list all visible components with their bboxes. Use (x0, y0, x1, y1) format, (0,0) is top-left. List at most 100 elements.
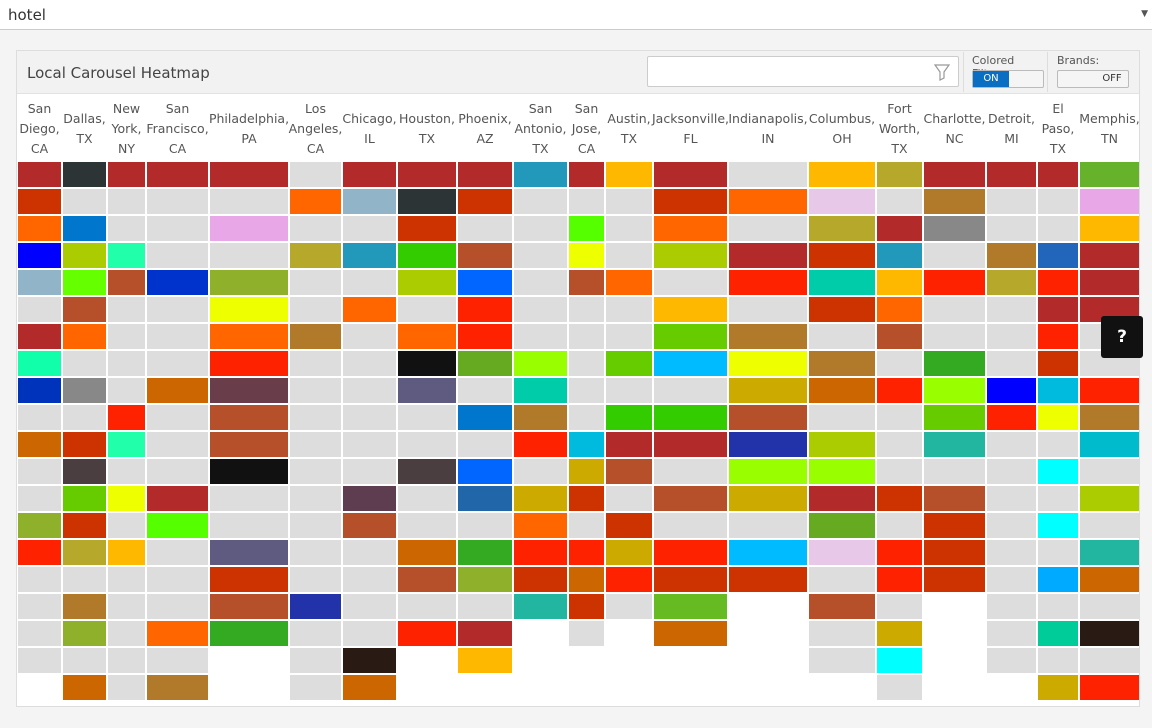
heatmap-cell (290, 486, 341, 511)
column-label: Jacksonville, FL (651, 111, 730, 146)
heatmap-cell (458, 621, 512, 646)
heatmap-cell (398, 594, 456, 619)
heatmap-cell (210, 405, 288, 430)
heatmap-cell (290, 459, 341, 484)
heatmap-cell (108, 513, 145, 538)
heatmap-cell (1080, 162, 1139, 187)
filter-input[interactable] (647, 56, 959, 87)
heatmap-cell (569, 243, 604, 268)
heatmap-cell (1080, 189, 1139, 214)
help-button[interactable]: ? (1101, 316, 1143, 358)
heatmap-cell (877, 621, 922, 646)
heatmap-cell (108, 486, 145, 511)
heatmap-cell (147, 540, 208, 565)
heatmap-cell (290, 621, 341, 646)
heatmap-cell (606, 540, 652, 565)
heatmap-cell (654, 351, 727, 376)
heatmap-cell (606, 405, 652, 430)
heatmap-cell (877, 243, 922, 268)
heatmap-cell (987, 432, 1036, 457)
heatmap-cell (147, 324, 208, 349)
heatmap-cell (569, 189, 604, 214)
heatmap-cell (1038, 270, 1078, 295)
heatmap-cell (343, 675, 396, 700)
heatmap-cell (569, 378, 604, 403)
heatmap-cell (924, 513, 985, 538)
heatmap-cell (210, 216, 288, 241)
heatmap-cell (877, 540, 922, 565)
heatmap-cell (147, 189, 208, 214)
heatmap-cell (809, 324, 875, 349)
heatmap-cell (809, 189, 875, 214)
heatmap-cell (398, 243, 456, 268)
heatmap-cell (514, 378, 567, 403)
heatmap-cell (1080, 567, 1139, 592)
heatmap-cell (343, 324, 396, 349)
heatmap-cell (924, 189, 985, 214)
heatmap-cell (1038, 216, 1078, 241)
dropdown-caret[interactable]: ▼ (1141, 9, 1148, 19)
heatmap-cell (458, 324, 512, 349)
heatmap-cell (729, 486, 807, 511)
heatmap-cell (1080, 270, 1139, 295)
heatmap-cell (210, 189, 288, 214)
heatmap-cell (290, 432, 341, 457)
heatmap-cell (210, 513, 288, 538)
heatmap-cell (809, 540, 875, 565)
heatmap-cell (210, 540, 288, 565)
heatmap-cell (987, 648, 1036, 673)
heatmap-cell (809, 297, 875, 322)
heatmap-cell (606, 270, 652, 295)
heatmap-cell (290, 162, 341, 187)
brands-toggle[interactable]: OFF (1057, 70, 1129, 88)
heatmap-cell (290, 378, 341, 403)
heatmap-cell (606, 432, 652, 457)
heatmap-cell (147, 243, 208, 268)
heatmap-cell (290, 567, 341, 592)
heatmap-cell (514, 486, 567, 511)
heatmap-cell (290, 675, 341, 700)
heatmap-cell (147, 162, 208, 187)
search-value: hotel (8, 6, 46, 24)
heatmap-cell (606, 324, 652, 349)
heatmap-cell (398, 324, 456, 349)
heatmap-cell (343, 513, 396, 538)
heatmap-cell (654, 486, 727, 511)
heatmap-cell (108, 297, 145, 322)
heatmap-cell (18, 243, 61, 268)
heatmap-cell (514, 162, 567, 187)
heatmap-cell (18, 513, 61, 538)
heatmap-cell (924, 324, 985, 349)
heatmap-cell (606, 189, 652, 214)
heatmap-cell (569, 621, 604, 646)
column-label: Los Angeles, CA (288, 101, 343, 156)
heatmap-cell (18, 459, 61, 484)
colored-filter-toggle[interactable]: ON (972, 70, 1044, 88)
heatmap-cell (729, 405, 807, 430)
heatmap-cell (343, 459, 396, 484)
heatmap-cell (514, 594, 567, 619)
heatmap-cell (987, 162, 1036, 187)
heatmap-cell (654, 162, 727, 187)
heatmap-cell (877, 189, 922, 214)
heatmap-cell (654, 540, 727, 565)
heatmap-cell (924, 162, 985, 187)
filter-icon[interactable] (934, 63, 950, 81)
heatmap-cell (877, 270, 922, 295)
column-label: Phoenix, AZ (458, 111, 512, 146)
heatmap-cell (18, 297, 61, 322)
column-label: Chicago, IL (342, 111, 397, 146)
heatmap-cell (569, 351, 604, 376)
heatmap-cell (606, 162, 652, 187)
search-bar[interactable]: hotel ▼ (0, 0, 1152, 30)
heatmap-cell (654, 243, 727, 268)
heatmap-cell (458, 189, 512, 214)
heatmap-cell (18, 486, 61, 511)
heatmap-cell (108, 540, 145, 565)
heatmap-cell (654, 621, 727, 646)
heatmap-cell (1038, 594, 1078, 619)
heatmap-cell (809, 648, 875, 673)
heatmap-cell (210, 324, 288, 349)
heatmap-cell (458, 459, 512, 484)
heatmap-cell (987, 270, 1036, 295)
